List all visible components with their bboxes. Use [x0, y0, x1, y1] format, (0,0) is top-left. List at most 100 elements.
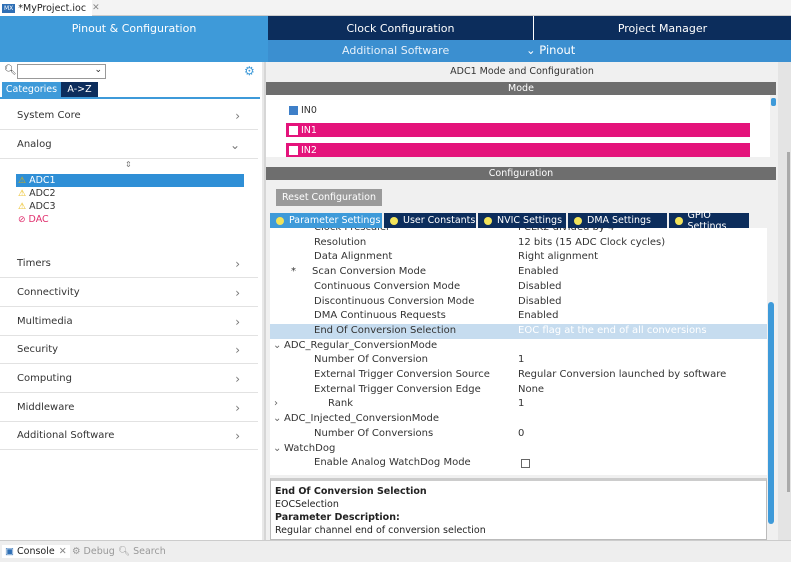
parameter-row[interactable]: DMA Continuous Requests Enabled: [270, 309, 767, 324]
parameter-row[interactable]: * Scan Conversion Mode Enabled: [270, 265, 767, 280]
parameter-value: 1: [518, 354, 525, 366]
parameter-row[interactable]: Clock Prescaler PCLK2 divided by 4: [270, 228, 767, 236]
parameter-name: Number Of Conversion: [314, 354, 428, 366]
parameter-group[interactable]: ⌄ ADC_Injected_ConversionMode: [270, 412, 767, 427]
peripheral-label: ADC1: [29, 175, 56, 186]
tab-underline: [0, 97, 260, 99]
parameter-value: 12 bits (15 ADC Clock cycles): [518, 236, 666, 248]
parameter-group[interactable]: ⌄ ADC_Regular_ConversionMode: [270, 339, 767, 354]
splitter: [264, 62, 266, 540]
sub-tab[interactable]: Additional Software: [342, 44, 450, 57]
config-tab[interactable]: User Constants: [384, 213, 476, 228]
channel-label: IN2: [301, 144, 317, 156]
parameter-group[interactable]: ⌄ WatchDog: [270, 442, 767, 457]
checkbox[interactable]: [521, 459, 530, 469]
category[interactable]: Additional Software ›: [0, 422, 258, 450]
expander: ⌄: [273, 413, 282, 425]
mode-header: Mode: [266, 82, 776, 95]
config-header: Configuration: [266, 167, 776, 180]
parameter-row[interactable]: › Rank 1: [270, 397, 767, 412]
parameter-name: ADC_Regular_ConversionMode: [284, 339, 438, 351]
scrollbar-thumb[interactable]: [768, 302, 774, 524]
category[interactable]: Timers ›: [0, 250, 258, 278]
category[interactable]: Computing ›: [0, 365, 258, 393]
parameter-value: Right alignment: [518, 251, 599, 263]
config-tab[interactable]: NVIC Settings: [478, 213, 566, 228]
parameter-row[interactable]: Number Of Conversion 1: [270, 353, 767, 368]
parameter-row[interactable]: Enable Analog WatchDog Mode: [270, 456, 767, 471]
peripheral[interactable]: ⚠ ADC3: [16, 200, 244, 213]
channel-label: IN1: [301, 124, 317, 136]
config-tab-label: DMA Settings: [587, 215, 651, 226]
config-tab[interactable]: DMA Settings: [568, 213, 667, 228]
chevron: ›: [235, 285, 240, 300]
config-tab-label: User Constants: [403, 215, 476, 226]
main-tab[interactable]: Clock Configuration: [268, 16, 534, 40]
parameter-name: WatchDog: [284, 442, 336, 454]
sort-icon: ⇕: [125, 160, 132, 169]
bottom-tab[interactable]: ⚙ Debug: [72, 546, 115, 557]
category[interactable]: Connectivity ›: [0, 279, 258, 307]
parameter-row[interactable]: Resolution 12 bits (15 ADC Clock cycles): [270, 236, 767, 251]
parameter-row[interactable]: External Trigger Conversion Edge None: [270, 383, 767, 398]
category-label: Connectivity: [17, 287, 80, 298]
channel[interactable]: IN2: [286, 143, 750, 157]
channel[interactable]: IN1: [286, 123, 750, 137]
settings-icon[interactable]: ⚙: [244, 64, 255, 78]
parameter-value: Disabled: [518, 295, 562, 307]
category[interactable]: Multimedia ›: [0, 308, 258, 336]
parameter-row[interactable]: External Trigger Conversion Source Regula…: [270, 368, 767, 383]
bottom-tab[interactable]: ▣ Console ✕: [2, 545, 70, 558]
parameter-name: External Trigger Conversion Source: [314, 369, 490, 380]
scrollbar-thumb[interactable]: [787, 152, 790, 492]
bottom-tab-label: Search: [133, 546, 166, 557]
config-tab[interactable]: Parameter Settings: [270, 213, 382, 228]
parameter-row[interactable]: End Of Conversion Selection EOC flag at t…: [270, 323, 767, 339]
parameter-value: None: [518, 383, 545, 395]
parameter-value: 1: [518, 398, 525, 410]
close-icon[interactable]: ✕: [92, 3, 100, 13]
parameter-value: Disabled: [518, 280, 562, 292]
category-label: Computing: [17, 373, 72, 384]
category[interactable]: Middleware ›: [0, 394, 258, 422]
category[interactable]: Analog ⌄: [0, 131, 258, 159]
bottom-tab[interactable]: 🔍︎ Search: [118, 546, 166, 557]
channel[interactable]: IN0: [286, 103, 750, 117]
bottom-tab-label: Console: [17, 546, 55, 557]
bottom-bar: ▣ Console ✕ ⚙ Debug 🔍︎ Search: [0, 540, 791, 562]
parameter-row[interactable]: Continuous Conversion Mode Disabled: [270, 280, 767, 295]
parameter-value: PCLK2 divided by 4: [518, 228, 614, 236]
search-box[interactable]: ⌄: [17, 64, 106, 79]
peripheral[interactable]: ⚠ ADC2: [16, 187, 244, 200]
view-tab[interactable]: Categories: [2, 82, 61, 97]
scrollbar-thumb[interactable]: [771, 98, 776, 106]
category-label: Multimedia: [17, 316, 73, 327]
checkbox: [289, 125, 298, 135]
close-icon[interactable]: ✕: [58, 546, 67, 557]
peripheral[interactable]: ⊘ DAC: [16, 213, 244, 226]
description-id: EOCSelection: [275, 499, 339, 510]
view-tab[interactable]: A->Z: [61, 82, 98, 97]
category-label: Additional Software: [17, 430, 115, 441]
parameter-row[interactable]: Discontinuous Conversion Mode Disabled: [270, 295, 767, 310]
parameter-name: Continuous Conversion Mode: [314, 280, 461, 292]
peripheral[interactable]: ⚠ ADC1: [16, 174, 244, 187]
config-tab[interactable]: GPIO Settings: [669, 210, 749, 232]
file-tab[interactable]: MX *MyProject.ioc ✕: [0, 0, 100, 16]
config-tab-label: Parameter Settings: [289, 215, 381, 226]
parameter-name: End Of Conversion Selection: [314, 324, 457, 336]
main-tab[interactable]: Pinout & Configuration: [0, 16, 268, 40]
parameter-name: Resolution: [314, 236, 367, 248]
category[interactable]: Security ›: [0, 336, 258, 364]
reset-button[interactable]: Reset Configuration: [276, 189, 382, 206]
category[interactable]: System Core ›: [0, 102, 258, 130]
sub-tab-pinout[interactable]: ⌄ Pinout: [526, 43, 575, 57]
tab-icon: [276, 216, 284, 225]
parameter-row[interactable]: Number Of Conversions 0: [270, 427, 767, 442]
parameter-row[interactable]: Data Alignment Right alignment: [270, 250, 767, 265]
parameter-value: EOC flag at the end of all conversions: [518, 324, 707, 336]
description-title: End Of Conversion Selection: [275, 486, 427, 497]
main-tab[interactable]: Project Manager: [534, 16, 791, 40]
panel-title: ADC1 Mode and Configuration: [450, 66, 594, 77]
